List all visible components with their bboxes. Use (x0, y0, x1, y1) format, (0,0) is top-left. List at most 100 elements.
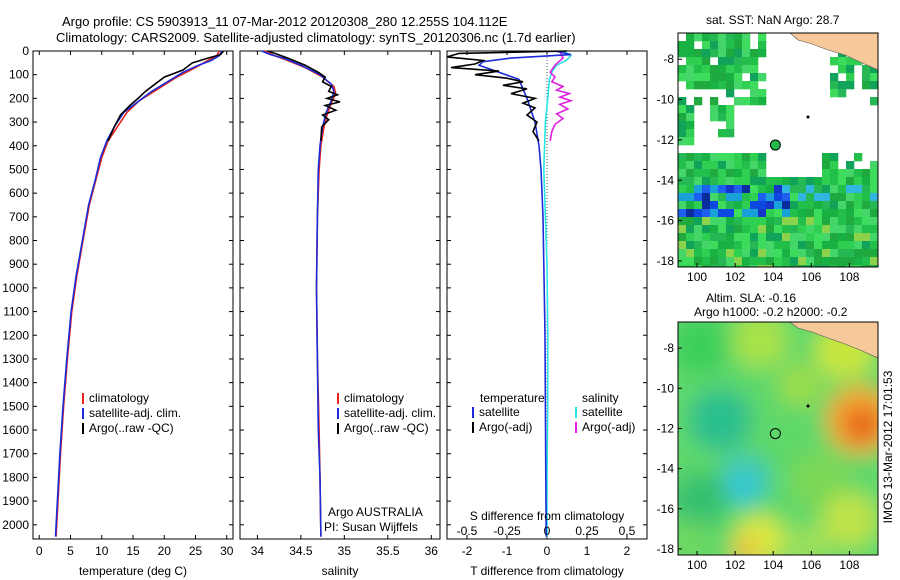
sst-cell (702, 257, 711, 266)
sst-cell (862, 217, 871, 226)
x2-tick-label: -0.25 (493, 524, 521, 538)
sst-cell (790, 225, 799, 234)
sla-blob (730, 478, 754, 502)
sst-cell (782, 265, 791, 267)
sst-cell (678, 257, 687, 266)
sst-cell (782, 241, 791, 250)
sst-cell (870, 209, 878, 218)
legend-header-salinity: salinity (582, 391, 619, 405)
sst-cell (742, 265, 751, 267)
sst-cell (686, 233, 695, 242)
sst-cell (726, 33, 735, 42)
sst-cell (766, 201, 775, 210)
sst-cell (806, 265, 815, 267)
sst-cell (790, 185, 799, 194)
sst-cell (718, 201, 727, 210)
sst-cell (758, 41, 767, 50)
sst-cell (686, 257, 695, 266)
sst-cell (678, 177, 687, 186)
sst-cell (822, 249, 831, 258)
y-tick-label: 1100 (3, 305, 29, 319)
map-y-tick-label: -10 (657, 93, 675, 107)
sst-cell (742, 209, 751, 218)
sst-cell (798, 225, 807, 234)
sst-cell (806, 225, 815, 234)
sst-cell (806, 209, 815, 218)
sst-cell (678, 225, 687, 234)
sst-cell (822, 217, 831, 226)
x-axis-label: salinity (322, 564, 359, 578)
sst-cell (726, 241, 735, 250)
sla-field-clip (678, 322, 878, 555)
sst-cell (750, 185, 759, 194)
sst-cell (766, 225, 775, 234)
sst-cell (822, 265, 831, 267)
x-axis-label: T difference from climatology (470, 564, 624, 578)
sst-cell (774, 217, 783, 226)
legend-argo-raw: Argo(..raw -QC) (89, 421, 174, 435)
sst-cell (734, 97, 743, 106)
sst-cell (726, 177, 735, 186)
sst-cell (718, 209, 727, 218)
sst-cell (726, 185, 735, 194)
sst-cell (838, 257, 847, 266)
sst-cell (718, 81, 727, 90)
map-x-tick-label: 108 (839, 270, 859, 284)
sst-cell (862, 177, 871, 186)
sst-cell (686, 57, 695, 66)
sst-cell (678, 41, 687, 50)
sst-cell (790, 233, 799, 242)
sst-cell (710, 225, 719, 234)
sst-cell (766, 217, 775, 226)
sst-cell (798, 185, 807, 194)
sst-cell (846, 65, 855, 74)
sst-cell (750, 153, 759, 162)
sst-cell (678, 65, 687, 74)
sst-cell (782, 249, 791, 258)
sst-cell (838, 185, 847, 194)
sst-cell (846, 265, 855, 267)
sst-cell (846, 225, 855, 234)
sst-cell (798, 209, 807, 218)
x-tick-label: 10 (95, 544, 109, 558)
sla-blob (778, 363, 822, 407)
map-y-tick-label: -18 (657, 542, 675, 556)
sst-cell (718, 185, 727, 194)
sst-cell (790, 193, 799, 202)
sst-cell (790, 265, 799, 267)
temperature-diff-line-blue (477, 50, 572, 537)
sst-cell (742, 153, 751, 162)
sst-cell (718, 153, 727, 162)
x-tick-label: -1 (502, 544, 513, 558)
y-tick-label: 1400 (2, 376, 29, 390)
sst-cell (830, 153, 839, 162)
sst-cell (830, 81, 839, 90)
sst-cell (822, 241, 831, 250)
sst-cell (862, 265, 871, 267)
sst-cell (854, 185, 863, 194)
sst-cell (782, 225, 791, 234)
sst-cell (774, 225, 783, 234)
sst-cell (686, 217, 695, 226)
sst-cell (694, 153, 703, 162)
sst-cell (710, 185, 719, 194)
sst-cell (710, 209, 719, 218)
sst-cell (678, 129, 687, 138)
sst-cell (742, 33, 751, 42)
sst-cell (830, 177, 839, 186)
sst-cell (830, 265, 839, 267)
sst-cell (870, 161, 878, 170)
sst-cell (710, 193, 719, 202)
sst-cell (702, 65, 711, 74)
map-x-tick-label: 106 (801, 270, 821, 284)
sst-cell (814, 257, 823, 266)
sst-cell (806, 249, 815, 258)
sst-cell (734, 201, 743, 210)
sst-cell (758, 97, 767, 106)
sst-cell (838, 249, 847, 258)
map-y-tick-label: -14 (657, 462, 675, 476)
salinity-line-blue (261, 50, 335, 537)
sst-cell (846, 249, 855, 258)
sst-cell (854, 193, 863, 202)
sst-cell (798, 265, 807, 267)
